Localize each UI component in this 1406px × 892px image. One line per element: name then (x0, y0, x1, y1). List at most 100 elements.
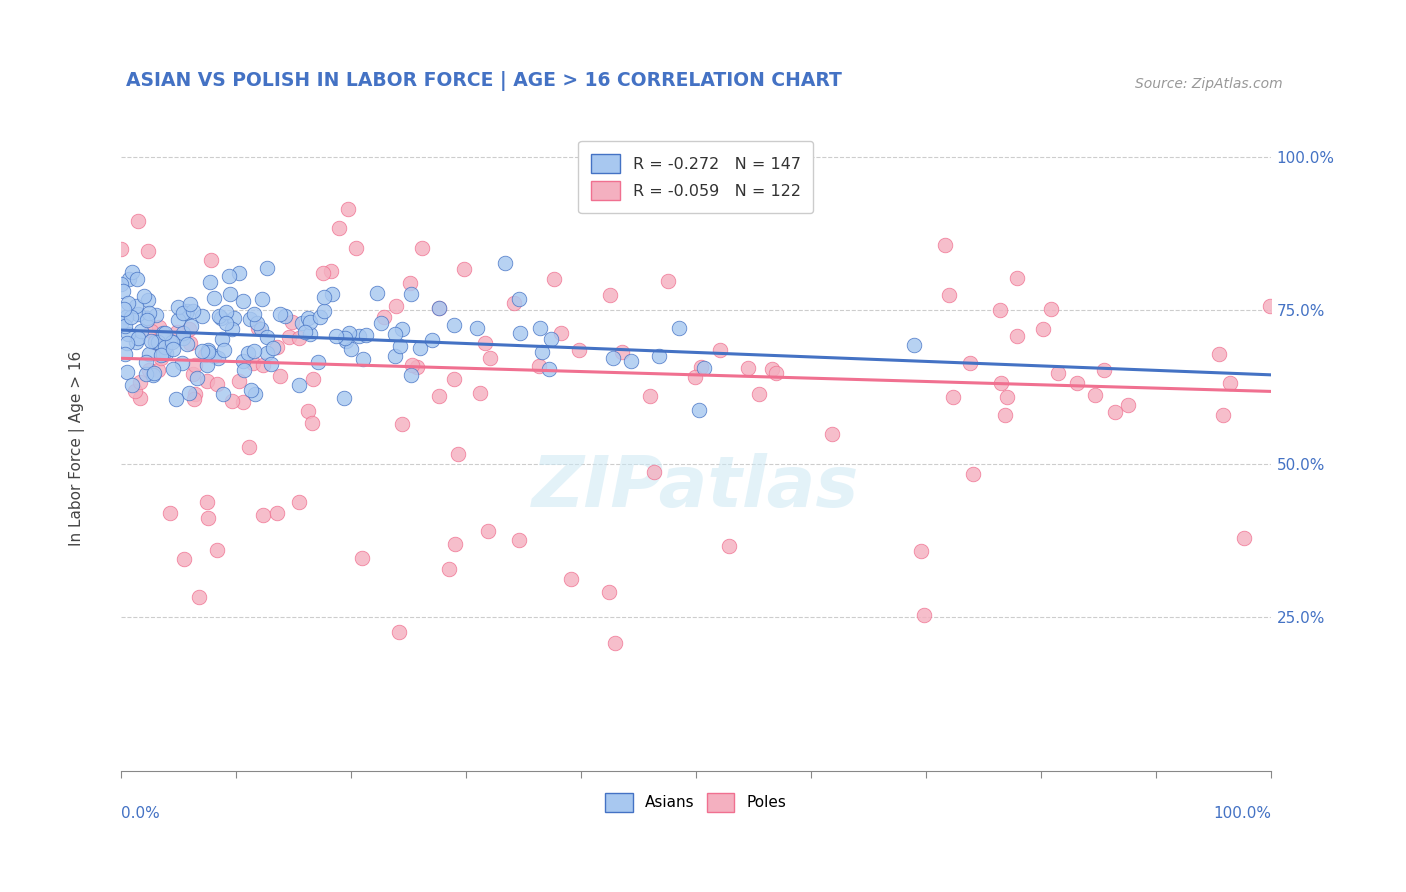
Point (657, 274, 679, 288)
Point (172, 356, 194, 370)
Point (167, 300, 190, 314)
Point (232, 395, 254, 409)
Point (1233, 532, 1256, 546)
Point (543, 272, 565, 286)
Point (162, 342, 184, 356)
Point (297, 404, 319, 418)
Point (685, 370, 707, 384)
Point (129, 391, 152, 405)
Point (232, 294, 254, 309)
Point (411, 241, 433, 255)
Text: 0.0%: 0.0% (121, 806, 159, 822)
Point (910, 544, 932, 558)
Point (159, 334, 181, 348)
Point (297, 310, 319, 325)
Point (166, 313, 188, 327)
Point (388, 624, 411, 639)
Point (399, 286, 422, 301)
Point (228, 374, 250, 388)
Point (138, 293, 160, 307)
Point (1046, 366, 1069, 380)
Point (1066, 376, 1088, 390)
Point (183, 303, 205, 318)
Point (503, 295, 526, 310)
Point (172, 326, 194, 340)
Point (176, 304, 198, 318)
Point (149, 351, 172, 365)
Point (765, 366, 787, 380)
Point (112, 284, 135, 298)
Point (420, 333, 443, 347)
Point (385, 299, 408, 313)
Point (281, 315, 304, 329)
Point (136, 311, 159, 326)
Point (121, 265, 143, 279)
Point (115, 310, 138, 324)
Point (190, 310, 212, 324)
Point (903, 338, 925, 352)
Point (224, 311, 246, 326)
Point (328, 220, 350, 235)
Point (138, 306, 160, 320)
Point (142, 368, 165, 382)
Point (391, 322, 413, 336)
Point (1005, 271, 1028, 285)
Point (242, 356, 264, 370)
Point (938, 288, 960, 302)
Point (256, 330, 278, 344)
Point (121, 378, 143, 392)
Point (266, 506, 288, 520)
Point (384, 349, 406, 363)
Point (197, 511, 219, 525)
Point (186, 371, 208, 385)
Point (194, 348, 217, 362)
Point (409, 341, 432, 355)
Point (117, 296, 139, 310)
Point (648, 349, 671, 363)
Point (136, 313, 159, 327)
Point (934, 238, 956, 252)
Point (236, 346, 259, 360)
Point (125, 272, 148, 286)
Point (821, 427, 844, 442)
Point (124, 384, 146, 398)
Point (307, 355, 329, 369)
Point (232, 363, 254, 377)
Point (311, 266, 333, 280)
Point (165, 392, 187, 406)
Point (340, 343, 363, 357)
Point (155, 346, 177, 360)
Point (197, 343, 219, 357)
Point (146, 334, 169, 349)
Point (278, 330, 301, 344)
Point (688, 403, 710, 417)
Point (195, 358, 218, 372)
Point (209, 310, 232, 325)
Point (115, 365, 138, 379)
Point (391, 417, 413, 431)
Point (208, 309, 231, 323)
Point (129, 375, 152, 389)
Point (184, 358, 207, 372)
Point (312, 290, 335, 304)
Point (602, 351, 624, 365)
Point (110, 243, 132, 257)
Point (668, 321, 690, 335)
Point (352, 351, 374, 366)
Point (274, 309, 297, 323)
Point (288, 495, 311, 509)
Point (153, 326, 176, 340)
Point (127, 306, 149, 320)
Point (139, 324, 162, 338)
Point (256, 261, 278, 276)
Point (138, 347, 160, 361)
Point (1260, 299, 1282, 313)
Point (366, 285, 388, 300)
Point (125, 299, 148, 313)
Point (1032, 321, 1054, 335)
Point (1219, 376, 1241, 391)
Point (692, 360, 714, 375)
Point (202, 350, 225, 364)
Point (243, 307, 266, 321)
Point (370, 316, 392, 330)
